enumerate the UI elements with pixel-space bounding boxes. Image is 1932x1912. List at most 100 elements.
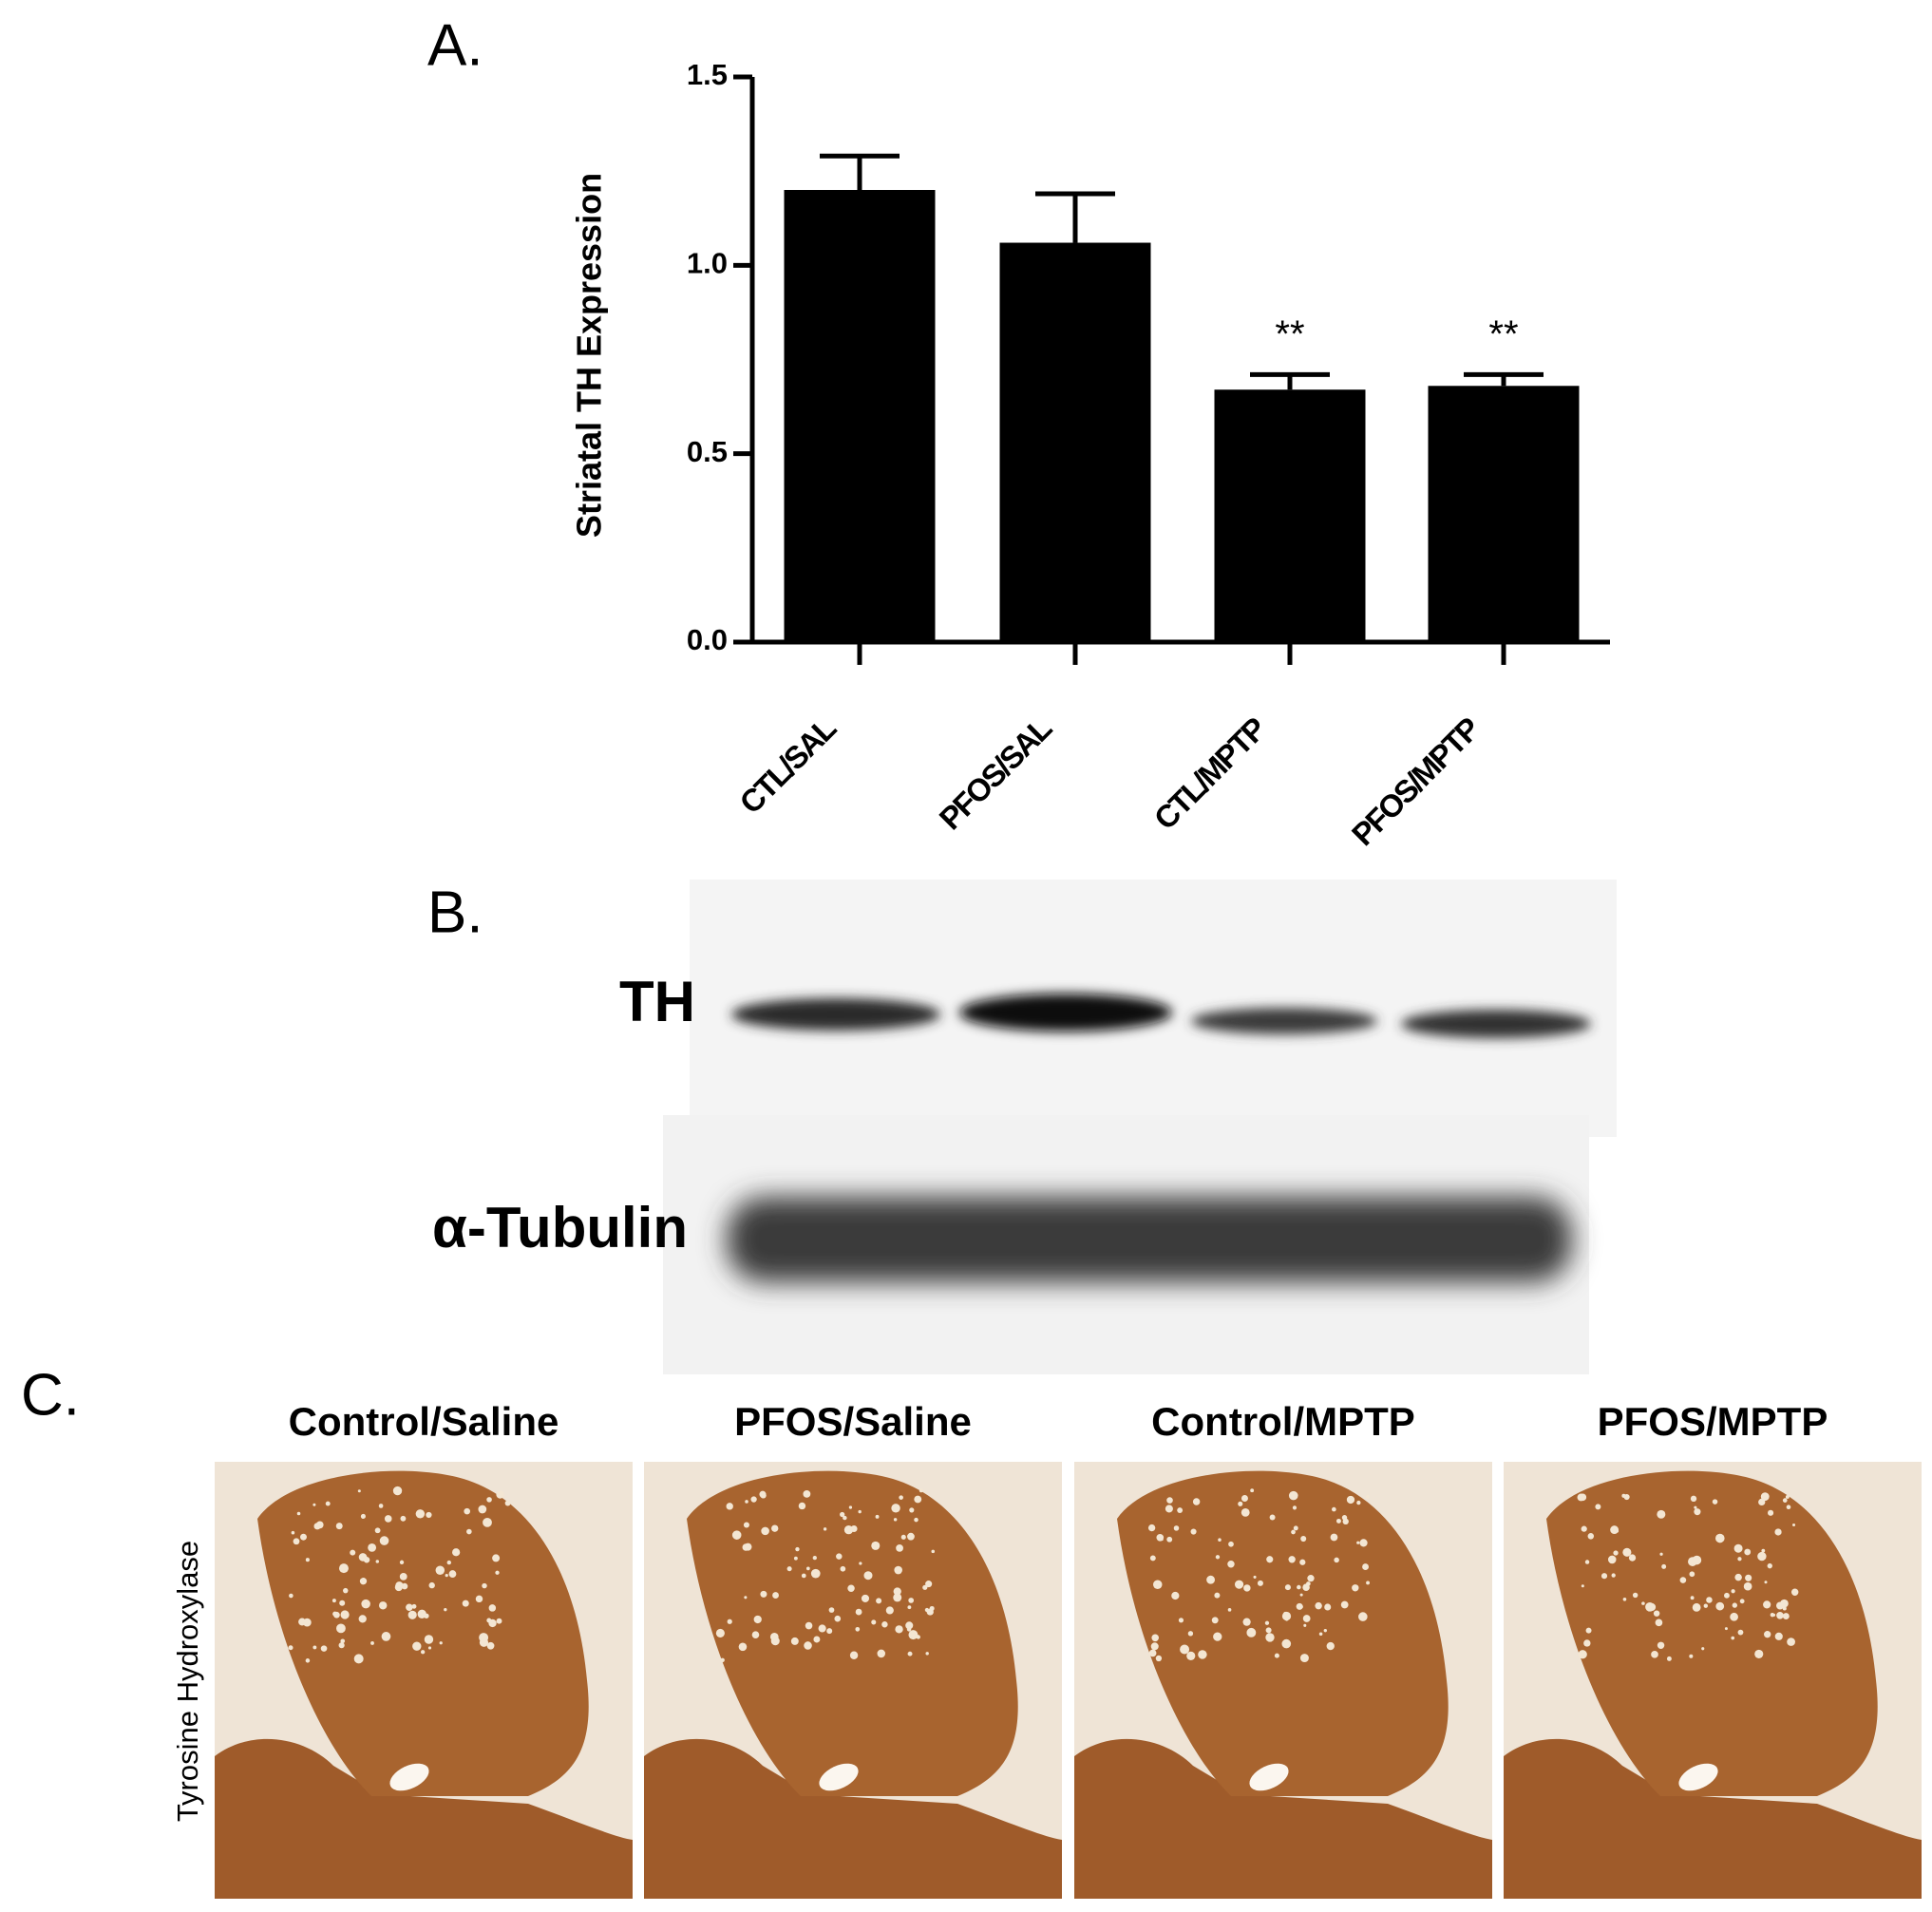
fiber-bundle	[751, 1631, 760, 1638]
fiber-bundle	[1758, 1498, 1766, 1506]
fiber-bundle	[1579, 1493, 1587, 1502]
fiber-bundle	[340, 1638, 346, 1644]
fiber-bundle	[1250, 1488, 1255, 1493]
fiber-bundle	[400, 1515, 407, 1522]
fiber-bundle	[291, 1530, 295, 1535]
fiber-bundle	[338, 1642, 345, 1649]
tissue-lower	[644, 1738, 1062, 1899]
fiber-bundle	[1303, 1623, 1307, 1627]
fiber-bundle	[900, 1534, 906, 1540]
fiber-bundle	[1296, 1602, 1303, 1610]
fiber-bundle	[929, 1605, 935, 1611]
fiber-bundle	[1623, 1493, 1630, 1501]
fiber-bundle	[1307, 1574, 1315, 1582]
fiber-bundle	[907, 1651, 913, 1656]
fiber-bundle	[313, 1523, 321, 1530]
fiber-bundle	[1712, 1499, 1718, 1505]
fiber-bundle	[1715, 1601, 1725, 1611]
fiber-bundle	[1281, 1638, 1292, 1649]
fiber-bundle	[1151, 1634, 1159, 1642]
fiber-bundle	[877, 1649, 886, 1658]
fiber-bundle	[1578, 1650, 1587, 1659]
fiber-bundle	[375, 1560, 379, 1563]
fiber-bundle	[849, 1651, 859, 1659]
fiber-bundle	[1173, 1525, 1180, 1531]
fiber-bundle	[1326, 1641, 1335, 1651]
fiber-bundle	[1150, 1642, 1159, 1651]
fiber-bundle	[1300, 1536, 1307, 1543]
fiber-bundle	[1187, 1631, 1194, 1637]
fiber-bundle	[1283, 1611, 1288, 1616]
fiber-bundle	[492, 1554, 501, 1562]
fiber-bundle	[1269, 1514, 1276, 1521]
fiber-bundle	[1265, 1627, 1272, 1634]
fiber-bundle	[1754, 1649, 1764, 1658]
fiber-bundle	[1257, 1580, 1263, 1586]
fiber-bundle	[1787, 1638, 1795, 1646]
fiber-bundle	[905, 1621, 914, 1630]
x-tick-label: PFOS/MPTP	[1345, 710, 1487, 852]
fiber-bundle	[1776, 1611, 1784, 1619]
fiber-bundle	[925, 1652, 929, 1656]
fiber-bundle	[1227, 1561, 1235, 1568]
fiber-bundle	[790, 1637, 799, 1645]
fiber-bundle	[1155, 1655, 1163, 1662]
fiber-bundle	[1242, 1618, 1251, 1626]
fiber-bundle	[313, 1503, 316, 1506]
fiber-bundle	[1366, 1581, 1370, 1585]
histology-image	[1504, 1462, 1922, 1899]
x-tick-label: CTL/SAL	[732, 710, 843, 821]
fiber-bundle	[1730, 1612, 1738, 1621]
fiber-bundle	[843, 1515, 847, 1521]
fiber-bundle	[289, 1593, 294, 1599]
fiber-bundle	[801, 1573, 806, 1579]
fiber-bundle	[760, 1590, 767, 1598]
fiber-bundle	[378, 1504, 384, 1508]
fiber-bundle	[813, 1636, 821, 1643]
fiber-bundle	[1692, 1555, 1702, 1565]
fiber-bundle	[1655, 1619, 1663, 1627]
fiber-bundle	[1302, 1615, 1311, 1622]
fiber-bundle	[745, 1500, 748, 1504]
fiber-bundle	[412, 1641, 422, 1651]
fiber-bundle	[861, 1594, 870, 1602]
fiber-bundle	[893, 1593, 902, 1602]
fiber-bundle	[483, 1517, 492, 1527]
fiber-bundle	[368, 1543, 377, 1552]
fiber-bundle	[727, 1619, 732, 1624]
fiber-bundle	[858, 1509, 862, 1514]
fiber-bundle	[1147, 1524, 1156, 1532]
fiber-bundle	[482, 1582, 487, 1589]
fiber-bundle	[1587, 1533, 1595, 1540]
panel-label: A.	[427, 12, 483, 78]
fiber-bundle	[871, 1541, 881, 1550]
fiber-bundle	[401, 1582, 408, 1590]
fiber-bundle	[1767, 1509, 1774, 1516]
tissue-striatum	[687, 1470, 1018, 1796]
error-bar	[820, 153, 900, 190]
fiber-bundle	[828, 1607, 835, 1613]
band	[727, 1197, 1572, 1282]
fiber-bundle	[1772, 1613, 1776, 1617]
fiber-bundle	[1274, 1653, 1279, 1658]
fiber-bundle	[907, 1605, 912, 1610]
tissue-lower	[1504, 1738, 1922, 1899]
fiber-bundle	[420, 1650, 426, 1655]
fiber-bundle	[1737, 1629, 1744, 1636]
fiber-bundle	[786, 1566, 792, 1572]
fiber-bundle	[1246, 1627, 1257, 1638]
fiber-bundle	[1743, 1581, 1752, 1591]
vessel	[1249, 1763, 1289, 1791]
fiber-bundle	[908, 1598, 915, 1603]
fiber-bundle	[855, 1626, 861, 1632]
fiber-bundle	[1293, 1525, 1298, 1531]
vessel	[819, 1763, 859, 1791]
fiber-bundle	[1302, 1583, 1310, 1591]
x-tick-label: PFOS/SAL	[933, 710, 1059, 837]
fiber-bundle	[1595, 1504, 1601, 1510]
fiber-bundle	[1186, 1651, 1196, 1661]
fiber-bundle	[1190, 1528, 1197, 1535]
significance-label: **	[1488, 313, 1518, 355]
